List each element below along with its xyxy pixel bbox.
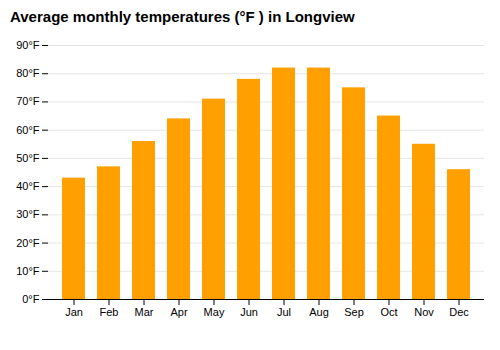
svg-text:10°F: 10°F xyxy=(16,265,40,277)
svg-text:Sep: Sep xyxy=(344,306,364,318)
svg-text:Jul: Jul xyxy=(277,306,291,318)
svg-text:30°F: 30°F xyxy=(16,208,40,220)
svg-text:Aug: Aug xyxy=(309,306,329,318)
svg-text:Dec: Dec xyxy=(449,306,469,318)
svg-text:Jun: Jun xyxy=(240,306,258,318)
svg-text:Feb: Feb xyxy=(100,306,119,318)
svg-text:60°F: 60°F xyxy=(16,124,40,136)
html-text:Average monthly temperatures (: Average monthly temperatures (°F ) in Lo… xyxy=(10,8,355,25)
svg-text:0°F: 0°F xyxy=(22,293,40,305)
svg-text:50°F: 50°F xyxy=(16,152,40,164)
svg-text:80°F: 80°F xyxy=(16,67,40,79)
svg-text:Nov: Nov xyxy=(414,306,434,318)
svg-text:40°F: 40°F xyxy=(16,180,40,192)
svg-text:May: May xyxy=(204,306,225,318)
svg-text:90°F: 90°F xyxy=(16,39,40,51)
svg-text:70°F: 70°F xyxy=(16,95,40,107)
svg-text:Apr: Apr xyxy=(170,306,187,318)
svg-text:Mar: Mar xyxy=(135,306,154,318)
svg-text:20°F: 20°F xyxy=(16,237,40,249)
svg-text:Oct: Oct xyxy=(380,306,397,318)
svg-text:Jan: Jan xyxy=(65,306,83,318)
